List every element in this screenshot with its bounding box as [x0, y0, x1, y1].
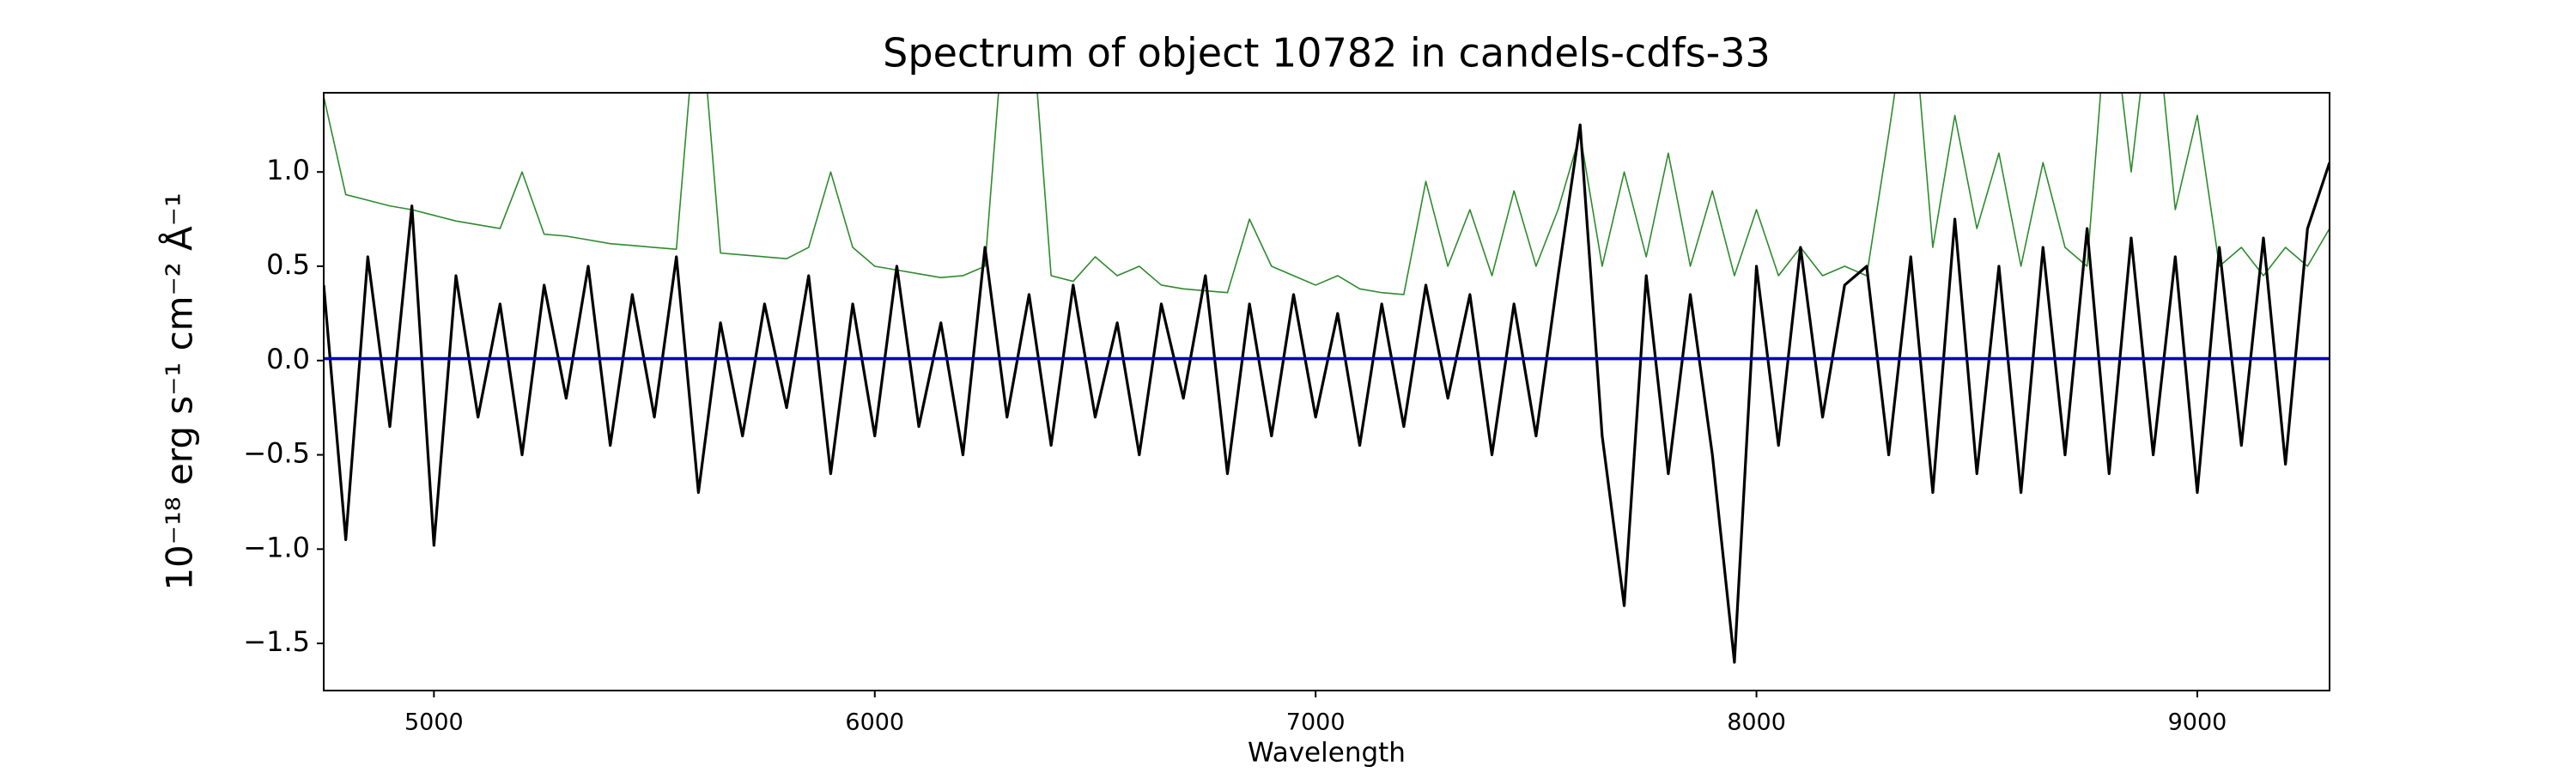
plot-frame [323, 92, 2330, 691]
y-tick-label: 0.0 [266, 343, 310, 375]
x-tick-label: 7000 [1286, 709, 1346, 736]
chart-title: Spectrum of object 10782 in candels-cdfs… [883, 30, 1771, 76]
x-tick-label: 6000 [845, 709, 904, 736]
x-tick-label: 8000 [1727, 709, 1786, 736]
x-tick-label: 9000 [2168, 709, 2227, 736]
spectrum-line [324, 93, 2330, 295]
y-tick-label: 0.5 [266, 248, 310, 281]
x-axis-label: Wavelength [1248, 738, 1406, 769]
y-tick-label: 1.0 [266, 154, 310, 186]
y-tick-label: −1.5 [243, 625, 310, 658]
plot-area [324, 93, 2330, 664]
spectrum-line [324, 123, 2330, 664]
y-tick-label: −1.0 [243, 531, 310, 563]
y-axis-label: 10⁻¹⁸ erg s⁻¹ cm⁻² Å⁻¹ [158, 192, 201, 590]
x-tick-label: 5000 [404, 709, 464, 736]
y-tick-label: −0.5 [243, 437, 310, 470]
